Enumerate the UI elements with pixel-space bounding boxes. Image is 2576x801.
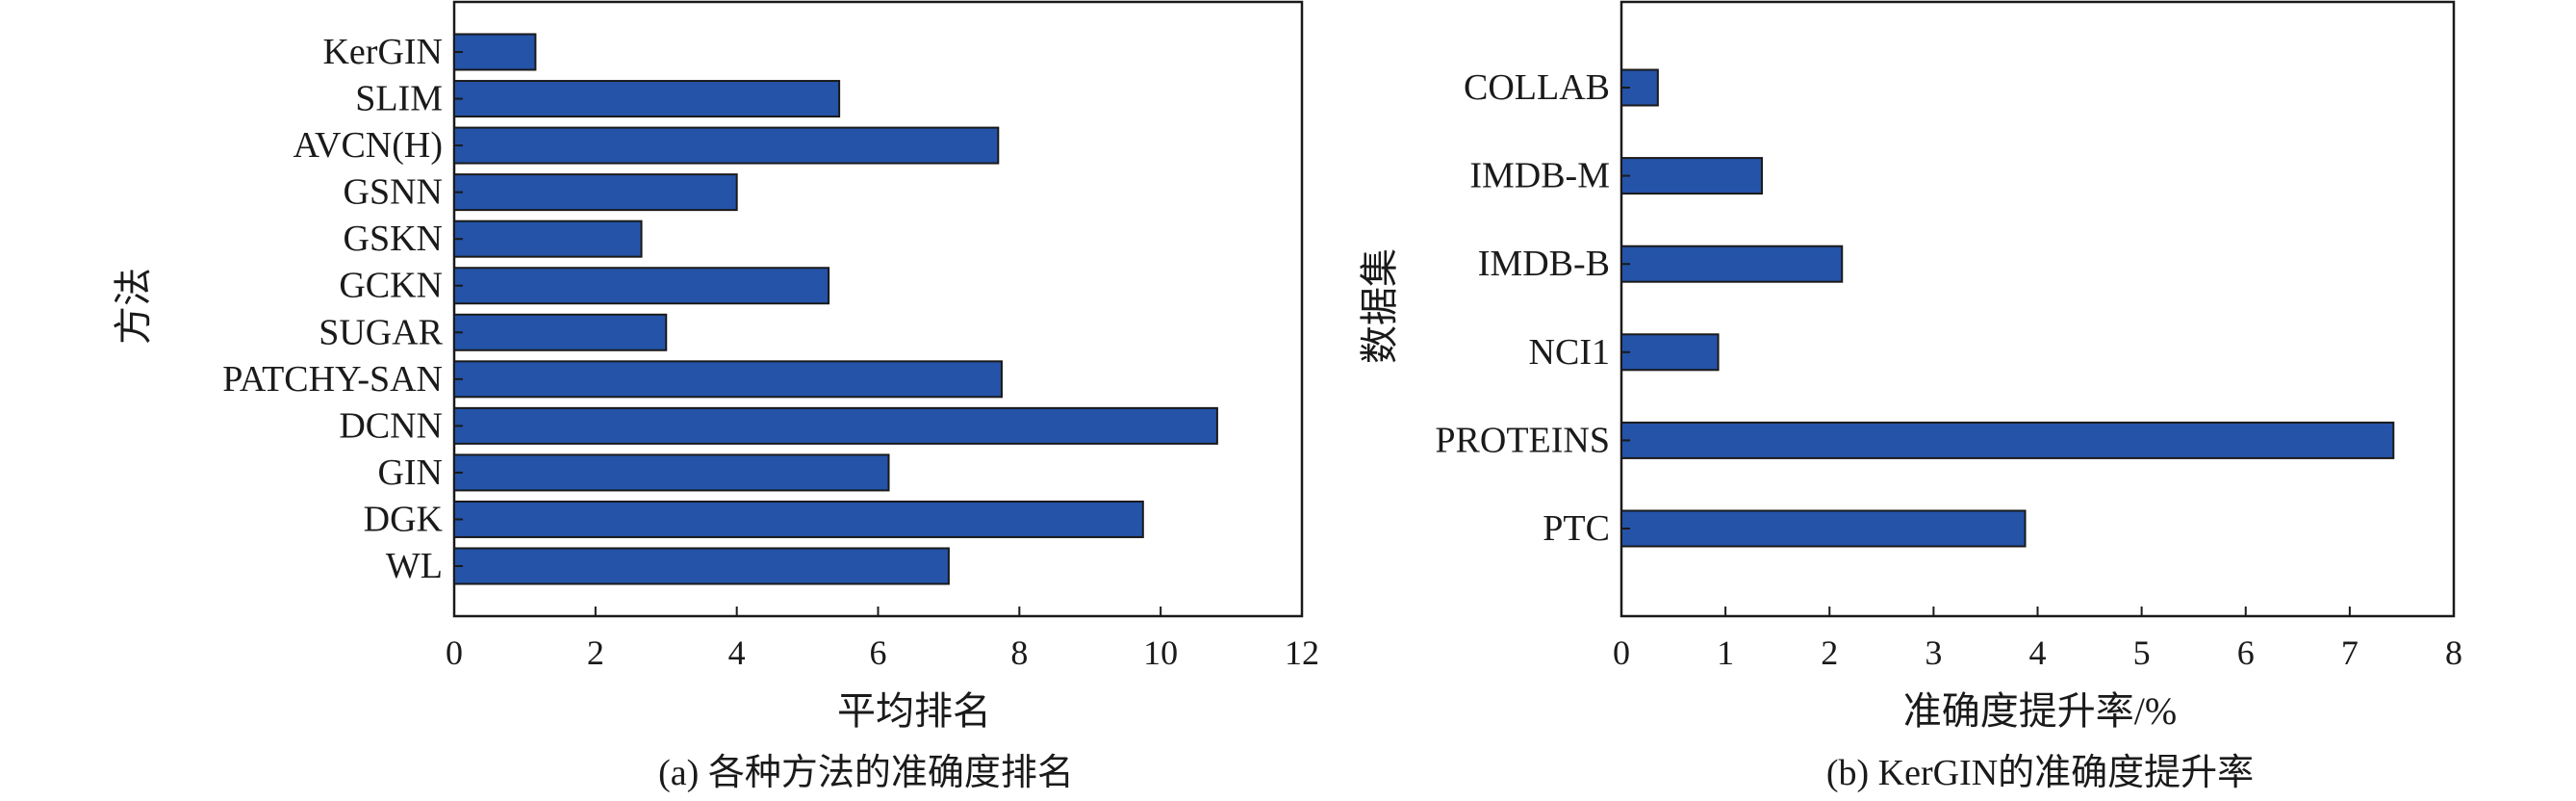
category-label: PATCHY-SAN [222, 359, 443, 400]
bar-kergin [453, 33, 537, 71]
bar-patchy-san [453, 360, 1003, 399]
bar-gsnn [453, 173, 738, 212]
x-tick-label: 2 [587, 633, 604, 672]
x-tick-label: 12 [1285, 633, 1319, 672]
category-label: GSNN [344, 172, 443, 213]
x-tick-label: 8 [2445, 633, 2462, 672]
bar-ptc [1620, 509, 2027, 548]
bar-sugar [453, 313, 668, 351]
x-tick-label: 4 [2029, 633, 2047, 672]
bar-gckn [453, 267, 830, 305]
x-tick-label: 0 [1613, 633, 1630, 672]
category-label: IMDB-B [1478, 244, 1610, 284]
x-tick-label: 7 [2341, 633, 2359, 672]
bar-avcn-h- [453, 126, 1000, 165]
bar-nci1 [1620, 333, 1720, 372]
bar-proteins [1620, 421, 2395, 459]
bar-wl [453, 547, 950, 585]
x-tick-label: 0 [446, 633, 463, 672]
category-label: SUGAR [319, 312, 443, 352]
x-tick-label: 3 [1925, 633, 1942, 672]
bar-dgk [453, 500, 1144, 538]
panel-b-caption: (b) KerGIN的准确度提升率 [1826, 753, 2254, 793]
x-tick-label: 10 [1143, 633, 1178, 672]
category-label: IMDB-M [1469, 156, 1610, 196]
bar-imdb-b [1620, 245, 1844, 283]
category-label: GSKN [344, 219, 443, 259]
x-tick-label: 6 [2237, 633, 2255, 672]
bar-gin [453, 453, 890, 492]
x-tick-label: 1 [1717, 633, 1734, 672]
x-tick-label: 6 [870, 633, 887, 672]
category-label: GCKN [339, 266, 443, 306]
panel-a-xlabel: 平均排名 [837, 689, 991, 733]
panel-b-xlabel: 准确度提升率/% [1903, 689, 2177, 733]
category-label: NCI1 [1529, 332, 1610, 373]
panel-b-chart: COLLAB IMDB-M IMDB-B NCI1 PROTEINS PTC 0 1 2 3 4 5 6… [1435, 0, 2462, 672]
category-label: WL [386, 546, 443, 586]
bar-gskn [453, 220, 643, 258]
bar-dcnn [453, 406, 1218, 445]
category-label: SLIM [355, 79, 443, 119]
category-label: AVCN(H) [293, 125, 443, 166]
panel-a-caption: (a) 各种方法的准确度排名 [658, 753, 1074, 793]
x-tick-label: 2 [1821, 633, 1838, 672]
panel-b-ylabel: 数据集 [1358, 248, 1401, 364]
x-tick-label: 5 [2133, 633, 2151, 672]
category-label: DCNN [339, 405, 443, 446]
category-label: GIN [377, 452, 443, 493]
panel-a-ylabel: 方法 [112, 268, 155, 345]
x-tick-label: 8 [1010, 633, 1028, 672]
category-label: PROTEINS [1435, 420, 1610, 460]
bar-slim [453, 80, 841, 118]
category-label: PTC [1543, 508, 1610, 549]
x-tick-label: 4 [728, 633, 746, 672]
bar-imdb-m [1620, 157, 1763, 195]
panel-a-chart: KerGIN SLIM AVCN(H) GSNN GSKN GCKN SUGAR PATCHY… [222, 0, 1319, 672]
category-label: COLLAB [1464, 67, 1610, 108]
category-label: KerGIN [322, 32, 443, 72]
category-label: DGK [364, 499, 444, 539]
